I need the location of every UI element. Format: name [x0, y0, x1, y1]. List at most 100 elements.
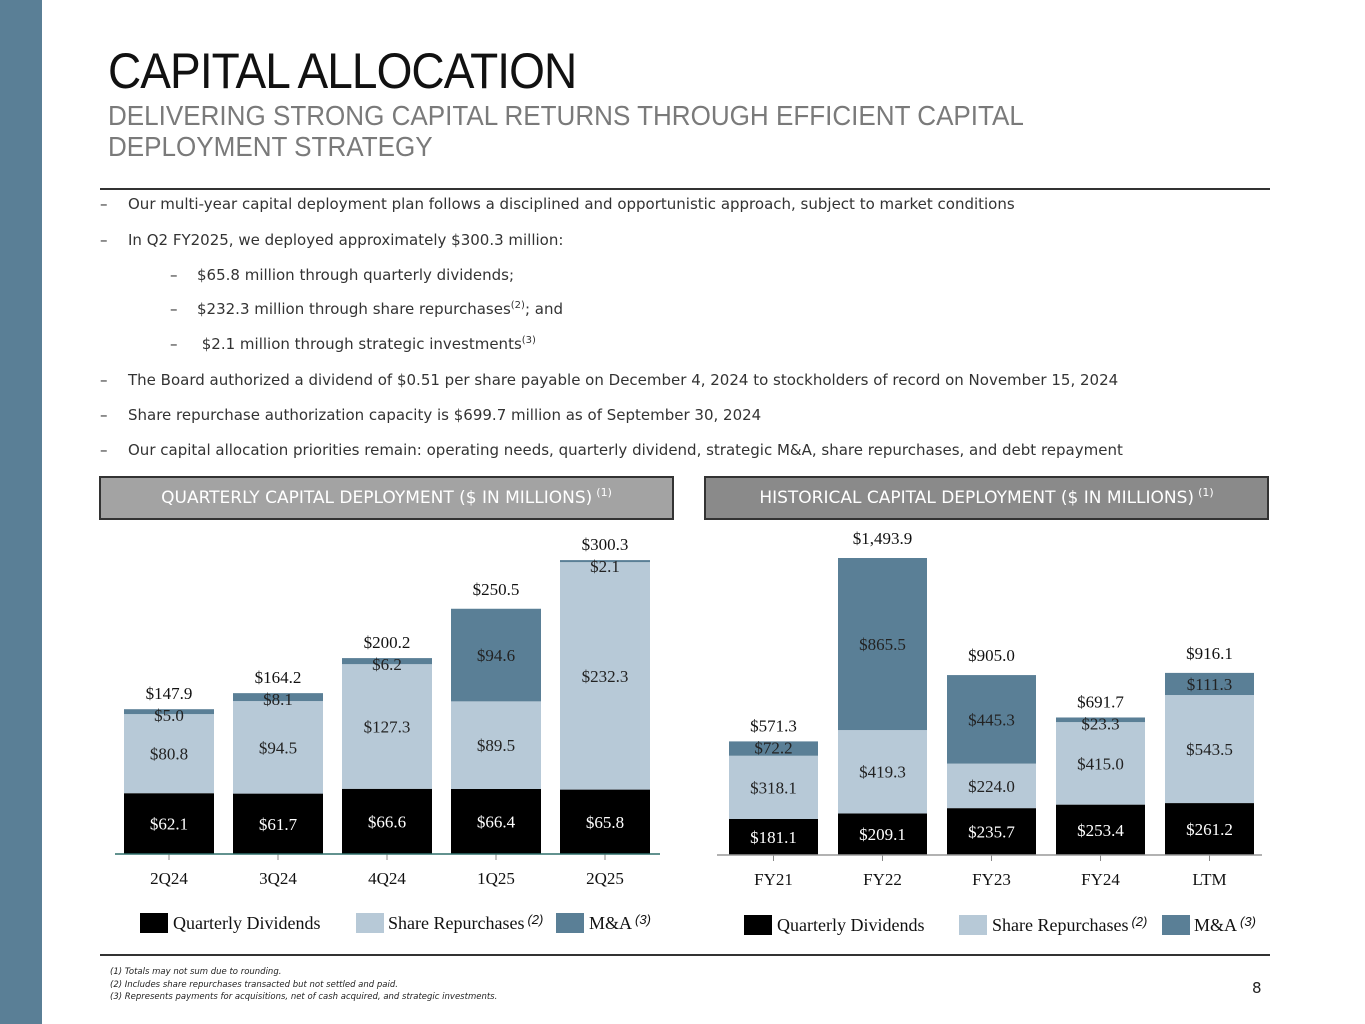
footnote-1: (1) Totals may not sum due to rounding.	[110, 967, 282, 977]
bar-total-label: $147.9	[146, 684, 193, 703]
footnote-ref: (3)	[521, 335, 536, 346]
legend-swatch-share-repurchases	[356, 913, 384, 933]
bullet-dash: –	[100, 441, 108, 459]
bar-value-label: $23.3	[1081, 714, 1119, 733]
bullet-text: $2.1 million through strategic investmen…	[197, 335, 522, 353]
bar-value-label: $8.1	[263, 690, 293, 709]
x-tick-label: 2Q25	[586, 869, 624, 888]
footnotes: (1) Totals may not sum due to rounding. …	[110, 966, 497, 1004]
quarterly-panel-header: QUARTERLY CAPITAL DEPLOYMENT ($ IN MILLI…	[99, 476, 674, 520]
bullet-dash: –	[100, 371, 108, 389]
bar-value-label: $253.4	[1077, 821, 1124, 840]
legend-swatch-quarterly-dividends	[744, 915, 772, 935]
bar-value-label: $318.1	[750, 778, 797, 797]
bar-value-label: $209.1	[859, 825, 906, 844]
bar-segment-quarterly-dividends-fy24	[1056, 804, 1145, 855]
bar-value-label: $419.3	[859, 763, 906, 782]
bar-segment-m-a-ltm	[1165, 672, 1254, 696]
legend-footnote-ref: (2)	[1131, 914, 1147, 929]
legend-swatch-quarterly-dividends	[140, 913, 168, 933]
bar-segment-quarterly-dividends-2q24	[124, 793, 214, 854]
bar-segment-quarterly-dividends-1q25	[451, 788, 541, 854]
bar-segment-share-repurchases-4q24	[342, 664, 432, 789]
bar-segment-share-repurchases-2q25	[560, 562, 650, 790]
bar-total-label: $164.2	[255, 668, 302, 687]
bar-value-label: $111.3	[1187, 675, 1233, 694]
bullet-text: Our capital allocation priorities remain…	[128, 441, 1123, 459]
legend-footnote-ref: (3)	[1240, 914, 1256, 929]
bar-total-label: $916.1	[1186, 644, 1233, 663]
bar-value-label: $543.5	[1186, 740, 1233, 759]
x-tick-label: FY22	[863, 870, 902, 889]
bar-value-label: $94.6	[477, 646, 515, 665]
bar-total-label: $905.0	[968, 646, 1015, 665]
bar-segment-share-repurchases-ltm	[1165, 695, 1254, 804]
bar-segment-share-repurchases-1q25	[451, 701, 541, 789]
bar-value-label: $224.0	[968, 777, 1015, 796]
footnote-ref: (2)	[510, 300, 525, 311]
bullet-dash: –	[100, 195, 108, 213]
bar-value-label: $65.8	[586, 813, 624, 832]
legend-label: Quarterly Dividends	[173, 913, 320, 933]
bar-segment-share-repurchases-fy24	[1056, 722, 1145, 805]
bar-value-label: $66.6	[368, 812, 406, 831]
x-tick-label: 4Q24	[368, 869, 406, 888]
bullet-dash: –	[170, 266, 178, 284]
bullet-dash: –	[100, 406, 108, 424]
x-tick-label: LTM	[1192, 870, 1226, 889]
bar-value-label: $5.0	[154, 706, 184, 725]
bar-segment-m-a-2q25	[560, 560, 650, 563]
bar-segment-m-a-2q24	[124, 709, 214, 715]
legend-footnote-ref: (2)	[527, 912, 543, 927]
bar-total-label: $200.2	[364, 633, 411, 652]
x-tick-label: 1Q25	[477, 869, 515, 888]
bar-value-label: $232.3	[582, 667, 629, 686]
bar-value-label: $415.0	[1077, 754, 1124, 773]
bullet-item: – In Q2 FY2025, we deployed approximatel…	[100, 231, 563, 249]
bar-value-label: $66.4	[477, 812, 516, 831]
bar-segment-quarterly-dividends-fy23	[947, 808, 1036, 855]
bullet-text-tail: ; and	[524, 300, 563, 318]
left-accent-bar	[0, 0, 42, 1024]
bottom-divider	[100, 954, 1270, 956]
bar-segment-m-a-1q25	[451, 608, 541, 702]
bar-value-label: $89.5	[477, 736, 515, 755]
bar-segment-m-a-fy21	[729, 741, 818, 756]
legend-label: Share Repurchases (2)	[992, 914, 1147, 935]
bar-value-label: $61.7	[259, 815, 298, 834]
bullet-item: – The Board authorized a dividend of $0.…	[100, 371, 1118, 389]
panel-title: QUARTERLY CAPITAL DEPLOYMENT ($ IN MILLI…	[161, 488, 593, 508]
bar-segment-quarterly-dividends-ltm	[1165, 803, 1254, 855]
footnote-ref: (1)	[1198, 485, 1214, 499]
sub-bullet-item: – $2.1 million through strategic investm…	[170, 335, 536, 353]
page-title: CAPITAL ALLOCATION	[108, 43, 577, 99]
bar-segment-m-a-fy23	[947, 675, 1036, 764]
bar-total-label: $691.7	[1077, 692, 1124, 711]
bullet-dash: –	[100, 231, 108, 249]
bar-value-label: $127.3	[364, 717, 411, 736]
bar-segment-share-repurchases-2q24	[124, 714, 214, 794]
legend-label: M&A (3)	[589, 912, 651, 933]
bar-segment-m-a-3q24	[233, 693, 323, 702]
footnote-3: (3) Represents payments for acquisitions…	[110, 992, 498, 1002]
bullet-dash: –	[170, 300, 178, 318]
bar-value-label: $445.3	[968, 710, 1015, 729]
bar-segment-share-repurchases-fy21	[729, 755, 818, 819]
x-tick-label: 2Q24	[150, 869, 188, 888]
bar-segment-m-a-4q24	[342, 658, 432, 665]
historical-panel-header: HISTORICAL CAPITAL DEPLOYMENT ($ IN MILL…	[704, 476, 1269, 520]
bar-value-label: $2.1	[590, 557, 620, 576]
bar-value-label: $80.8	[150, 745, 188, 764]
bar-value-label: $72.2	[754, 738, 792, 757]
bar-segment-share-repurchases-3q24	[233, 701, 323, 794]
top-divider	[100, 188, 1270, 190]
bar-value-label: $235.7	[968, 823, 1015, 842]
bar-value-label: $6.2	[372, 655, 402, 674]
legend-swatch-m-a	[556, 913, 584, 933]
bullet-item: – Our capital allocation priorities rema…	[100, 441, 1123, 459]
x-tick-label: FY24	[1081, 870, 1120, 889]
legend-label: Share Repurchases (2)	[388, 912, 543, 933]
bullet-text: In Q2 FY2025, we deployed approximately …	[128, 231, 564, 249]
bar-segment-m-a-fy24	[1056, 717, 1145, 723]
